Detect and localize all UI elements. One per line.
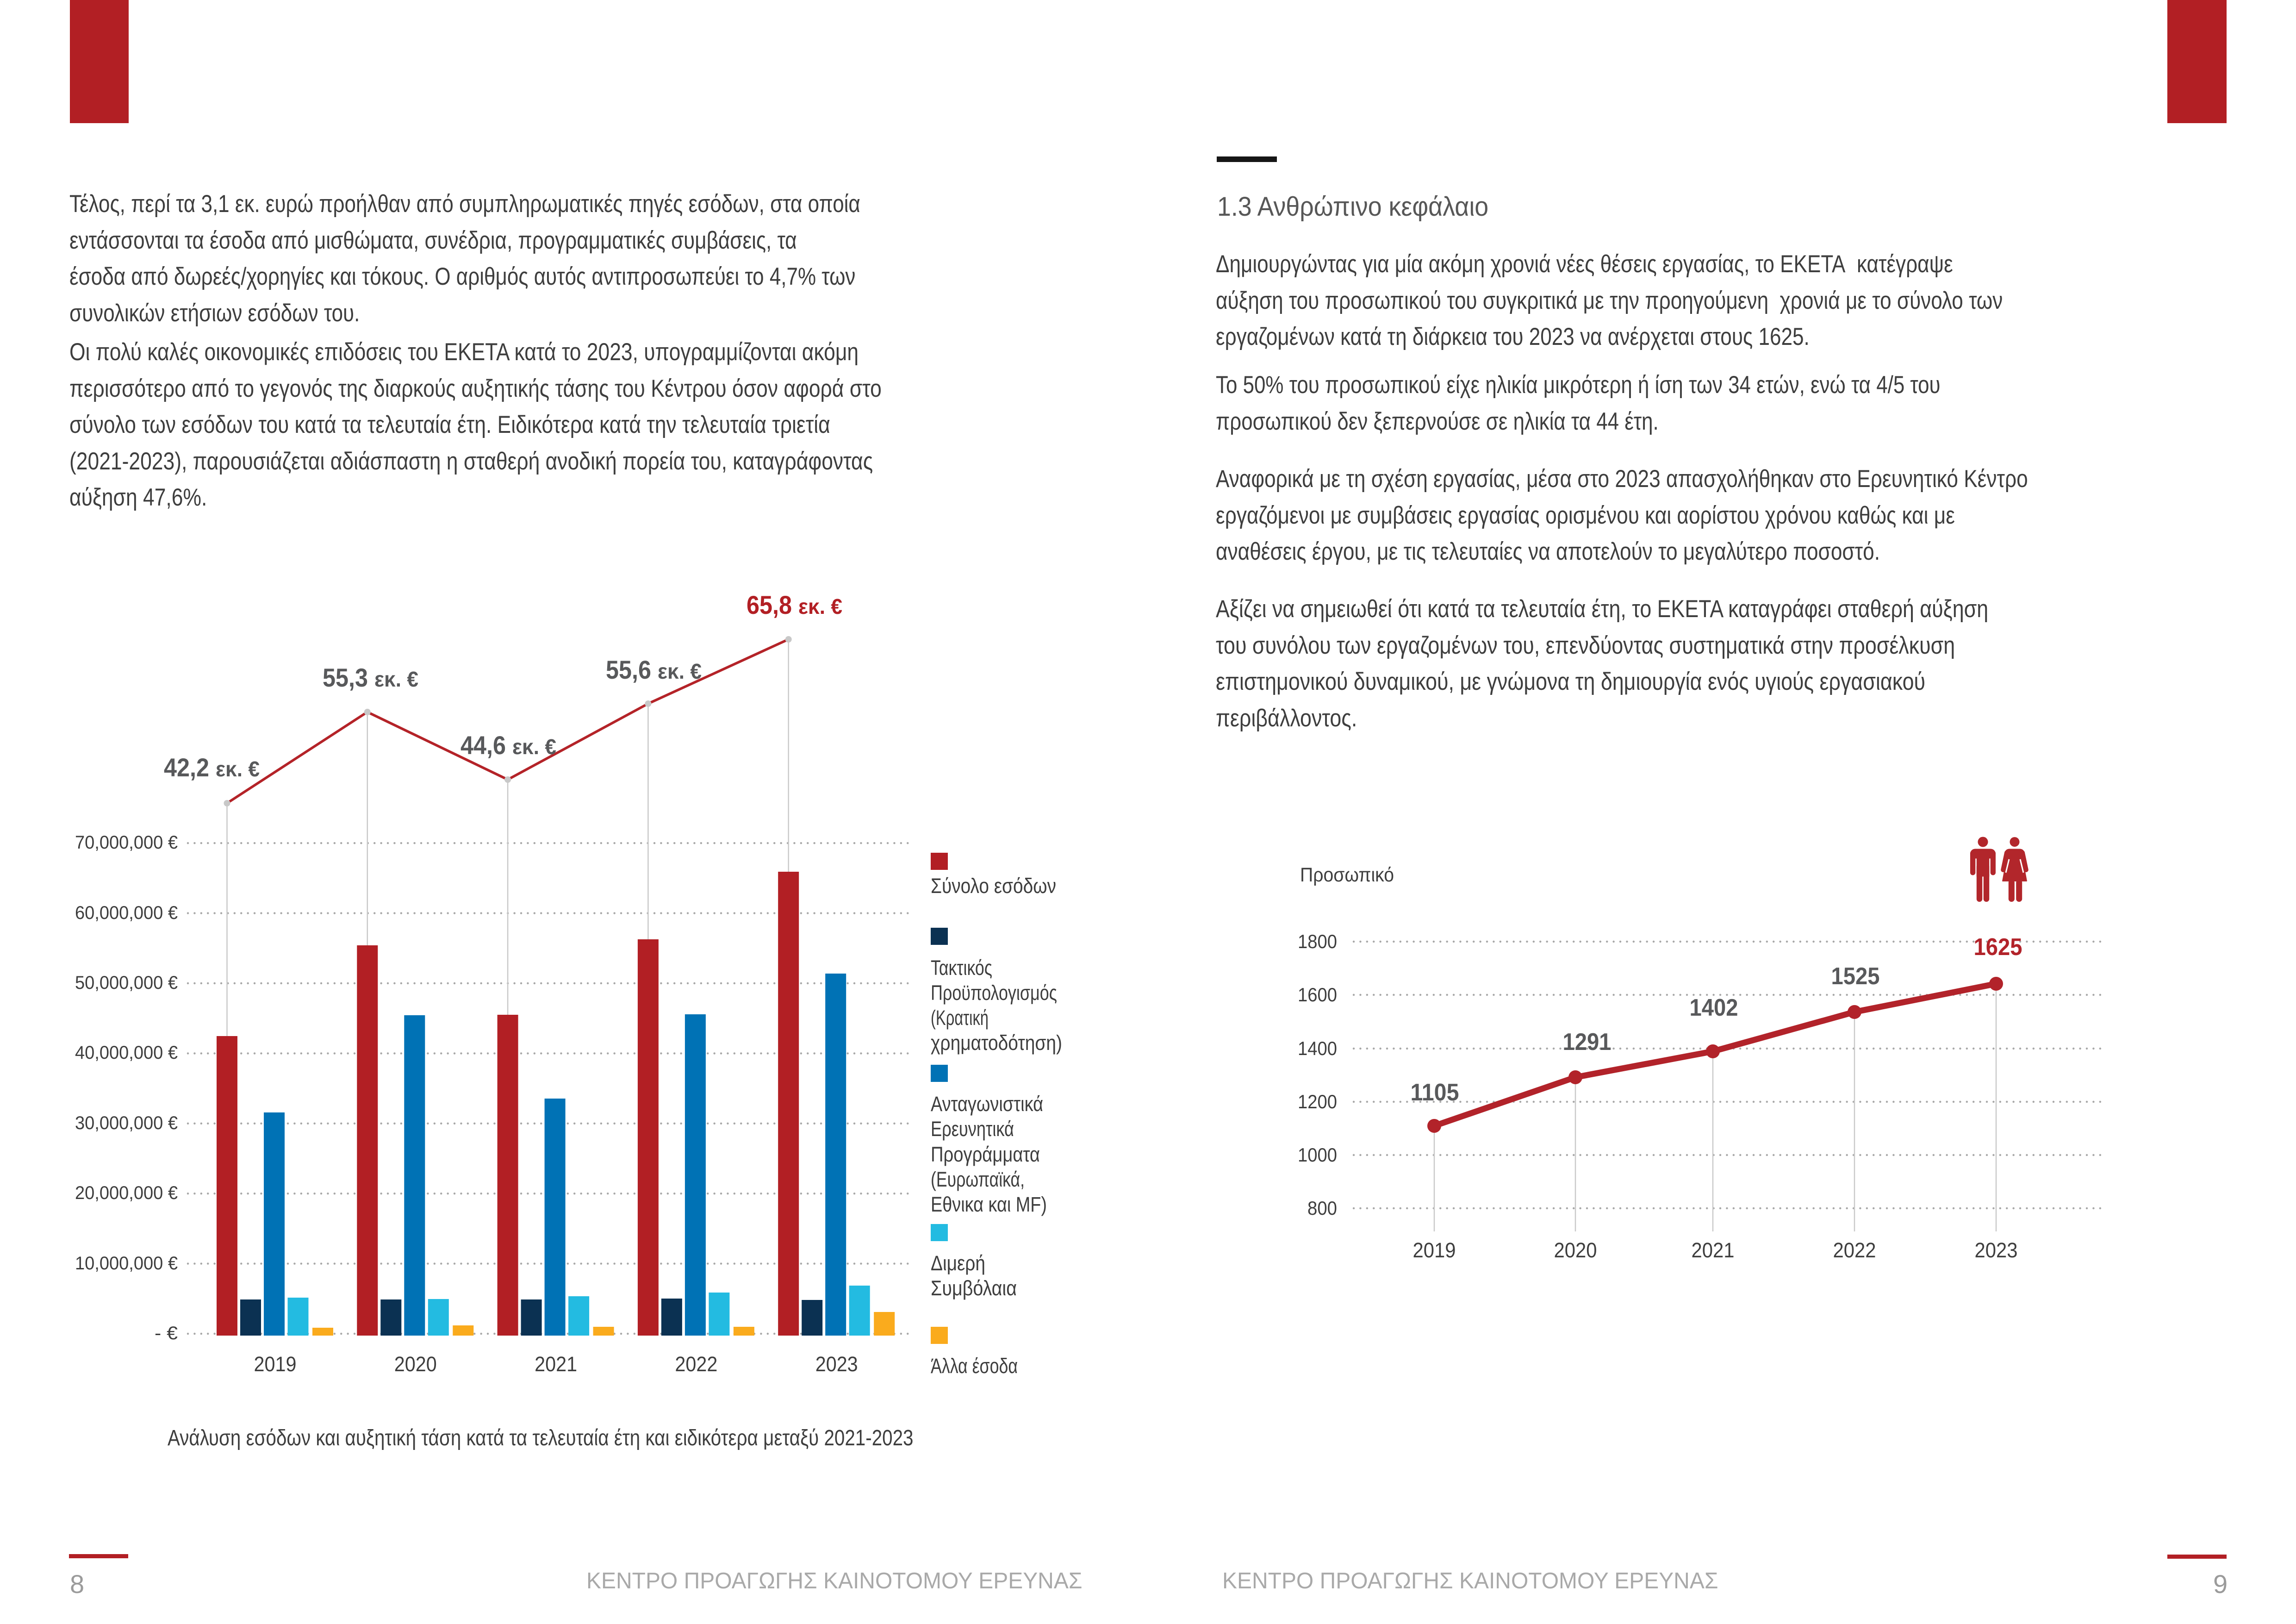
svg-text:2023: 2023	[1975, 1238, 2018, 1262]
svg-text:65,8: 65,8	[747, 590, 792, 619]
svg-text:(Ευρωπαϊκά,: (Ευρωπαϊκά,	[931, 1168, 1025, 1191]
svg-text:70,000,000 €: 70,000,000 €	[75, 832, 178, 853]
svg-text:εκ. €: εκ. €	[216, 757, 260, 781]
svg-text:55,3: 55,3	[323, 663, 368, 692]
svg-text:2021: 2021	[1692, 1238, 1735, 1262]
svg-text:2019: 2019	[254, 1352, 297, 1376]
svg-text:55,6: 55,6	[606, 655, 651, 684]
svg-text:1800: 1800	[1298, 931, 1337, 952]
svg-text:Προσωπικό: Προσωπικό	[1300, 864, 1394, 886]
svg-text:εκ. €: εκ. €	[658, 659, 702, 683]
svg-text:1525: 1525	[1831, 963, 1880, 990]
svg-text:50,000,000 €: 50,000,000 €	[75, 973, 178, 993]
svg-text:1000: 1000	[1298, 1144, 1337, 1166]
svg-text:2022: 2022	[1833, 1238, 1876, 1262]
svg-text:Τακτικός: Τακτικός	[931, 956, 992, 980]
svg-text:2019: 2019	[1413, 1238, 1456, 1262]
svg-text:44,6: 44,6	[460, 731, 506, 760]
svg-text:1291: 1291	[1563, 1029, 1612, 1056]
svg-text:εκ. €: εκ. €	[798, 594, 842, 618]
svg-text:2022: 2022	[675, 1352, 717, 1376]
svg-text:Ανταγωνιστικά: Ανταγωνιστικά	[931, 1092, 1043, 1116]
svg-text:1600: 1600	[1298, 984, 1337, 1006]
svg-text:10,000,000 €: 10,000,000 €	[75, 1253, 178, 1274]
svg-text:Προϋπολογισμός: Προϋπολογισμός	[931, 981, 1057, 1005]
svg-text:Ερευνητικά: Ερευνητικά	[931, 1117, 1014, 1141]
svg-text:1402: 1402	[1690, 994, 1738, 1021]
svg-text:Εθνικα και MF): Εθνικα και MF)	[931, 1193, 1047, 1216]
svg-text:2021: 2021	[535, 1352, 577, 1376]
svg-text:εκ. €: εκ. €	[374, 667, 418, 691]
svg-text:(Κρατική: (Κρατική	[931, 1006, 989, 1030]
svg-text:2020: 2020	[1554, 1238, 1597, 1262]
svg-text:42,2: 42,2	[164, 753, 209, 782]
svg-text:30,000,000 €: 30,000,000 €	[75, 1113, 178, 1133]
svg-text:Άλλα έσοδα: Άλλα έσοδα	[931, 1354, 1018, 1378]
svg-text:40,000,000 €: 40,000,000 €	[75, 1043, 178, 1063]
svg-text:20,000,000 €: 20,000,000 €	[75, 1183, 178, 1203]
svg-text:1105: 1105	[1411, 1079, 1459, 1106]
svg-text:εκ. €: εκ. €	[512, 735, 556, 759]
svg-text:χρηματοδότηση): χρηματοδότηση)	[931, 1031, 1062, 1055]
svg-text:60,000,000 €: 60,000,000 €	[75, 903, 178, 923]
svg-text:800: 800	[1307, 1197, 1337, 1219]
svg-text:Συμβόλαια: Συμβόλαια	[931, 1276, 1017, 1300]
svg-text:1200: 1200	[1298, 1091, 1337, 1112]
svg-text:Σύνολο εσόδων: Σύνολο εσόδων	[931, 874, 1056, 898]
svg-text:2023: 2023	[815, 1352, 858, 1376]
svg-text:Διμερή: Διμερή	[931, 1251, 985, 1275]
svg-text:1625: 1625	[1974, 934, 2022, 961]
svg-text:Προγράμματα: Προγράμματα	[931, 1143, 1040, 1166]
svg-text:1400: 1400	[1298, 1037, 1337, 1059]
svg-text:- €: - €	[155, 1323, 178, 1343]
svg-text:2020: 2020	[394, 1352, 437, 1376]
